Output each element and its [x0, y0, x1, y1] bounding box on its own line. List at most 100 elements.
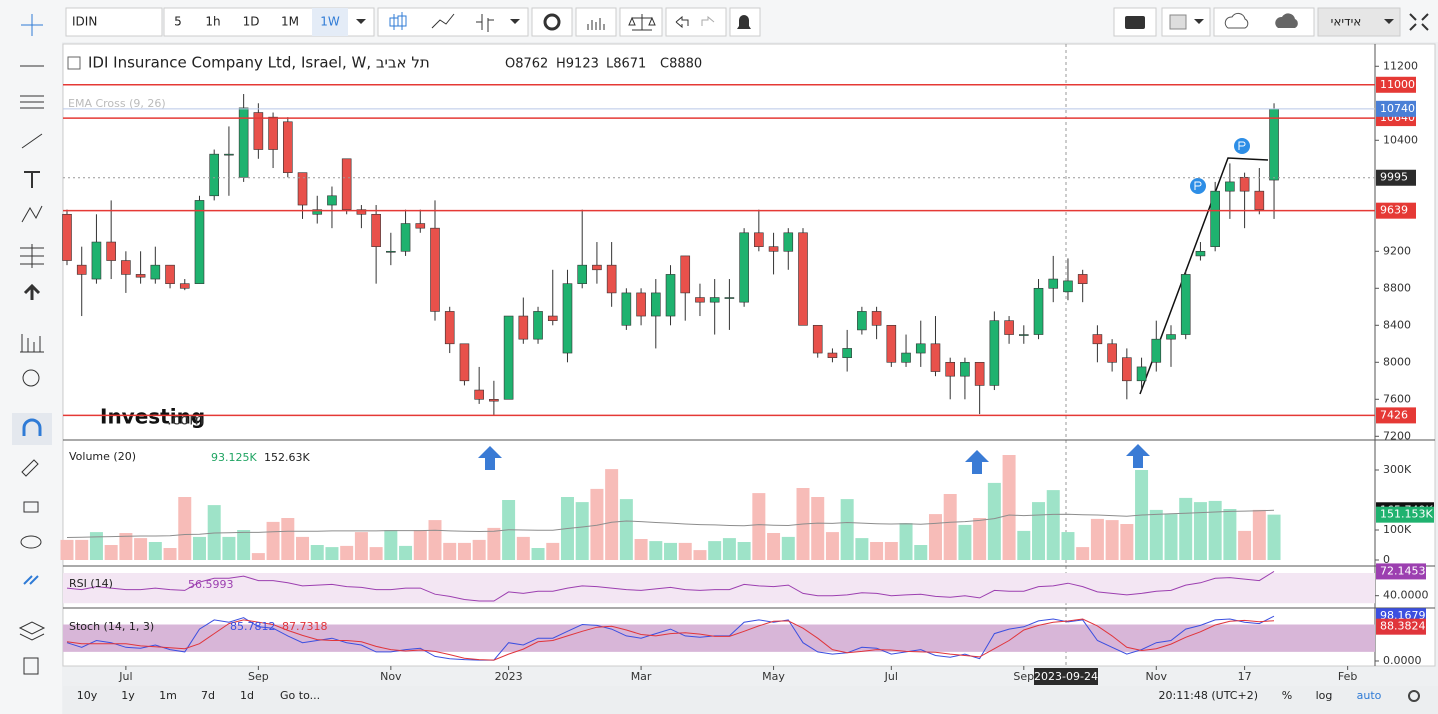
crosshair-tool[interactable] [21, 14, 43, 36]
interval[interactable]: 1W [320, 15, 340, 29]
lock-draw-tool[interactable] [21, 459, 39, 477]
language-button[interactable] [1317, 7, 1401, 37]
range-button[interactable]: 10y [77, 689, 98, 702]
compare-button[interactable] [619, 7, 663, 37]
candle-body [562, 283, 573, 354]
range-button[interactable]: 1m [159, 689, 177, 702]
range-button[interactable]: 7d [201, 689, 215, 702]
crosshair-date-box [1034, 668, 1098, 685]
cloud-buttons[interactable] [1213, 7, 1315, 37]
volume-bar [1238, 530, 1252, 560]
color-swatch [1169, 14, 1187, 30]
measure-tool[interactable] [20, 244, 44, 268]
arrow-tool[interactable] [23, 283, 41, 300]
area-icon[interactable] [431, 13, 455, 29]
candle-body [62, 213, 72, 261]
bar-icon[interactable] [476, 14, 494, 32]
stoch-d-legend: 87.7318 [282, 620, 328, 633]
candle-body [1004, 320, 1014, 335]
collapse-icon[interactable] [67, 56, 81, 70]
up-arrow-annotation [478, 446, 502, 470]
candle-body [606, 264, 617, 294]
candle-body [1122, 357, 1132, 382]
indicator-tool[interactable] [20, 334, 44, 353]
axis-label-box [1376, 407, 1416, 424]
candle-icon[interactable] [389, 12, 407, 30]
zoom-tool[interactable] [22, 369, 40, 387]
candle-body [1151, 338, 1162, 363]
undo-redo[interactable] [665, 7, 727, 37]
bell-icon [737, 15, 751, 29]
candle-body [1210, 190, 1220, 247]
x-tick-label: Mar [631, 670, 652, 683]
volume-bar [1193, 502, 1207, 560]
candle-body [680, 255, 691, 294]
symbol-box[interactable] [65, 7, 163, 37]
axis-label: 9639 [1380, 204, 1408, 217]
bottom-bar [63, 686, 1438, 714]
x-tick-label: Feb [1338, 670, 1357, 683]
scale-icon [628, 14, 656, 31]
volume-bar [619, 499, 633, 560]
axis-label: 7426 [1380, 408, 1408, 421]
axis-label-box [1376, 169, 1416, 186]
interval[interactable]: 1D [243, 15, 260, 29]
candle-body [312, 209, 323, 215]
text-tool[interactable] [24, 171, 40, 188]
eye-tool[interactable] [20, 535, 42, 549]
brush-tool[interactable] [21, 133, 43, 149]
symbol[interactable]: IDIN [72, 15, 97, 29]
dropdown-icon[interactable] [356, 19, 366, 24]
goto-button[interactable]: Go to... [280, 689, 320, 702]
candle-body [327, 195, 337, 206]
settings-button[interactable] [531, 7, 573, 37]
auto-toggle[interactable]: auto [1357, 689, 1382, 702]
candle-body [960, 361, 970, 377]
volume-bar [413, 530, 427, 560]
stoch-d-line [66, 618, 1275, 661]
y-tick-label: 8000 [1383, 355, 1411, 368]
axis-label-box [1376, 100, 1416, 117]
pattern-tool[interactable] [21, 205, 43, 223]
redo-icon [701, 15, 715, 26]
log-toggle[interactable]: log [1316, 689, 1333, 702]
magnet-tool[interactable] [22, 418, 42, 436]
candle-body [1195, 250, 1206, 257]
fib-tool[interactable] [20, 95, 44, 109]
volume-bar [487, 527, 501, 560]
x-tick-label: 2023 [495, 670, 523, 683]
percent-toggle[interactable]: % [1282, 689, 1292, 702]
fullscreen-icon[interactable] [1409, 13, 1429, 31]
language[interactable]: אידיאי [1331, 15, 1362, 29]
up-arrow-annotation [965, 450, 989, 474]
volume-bar [943, 494, 957, 560]
dropdown-icon[interactable] [510, 19, 520, 24]
lock-tool[interactable] [23, 501, 39, 513]
volume-bar [752, 493, 766, 560]
interval[interactable]: 1h [205, 15, 220, 29]
y-tick-label: 7600 [1383, 392, 1411, 405]
range-button[interactable]: 1y [121, 689, 135, 702]
volume-bar [1252, 509, 1266, 560]
settings-icon[interactable] [1408, 690, 1420, 702]
trend-line [1139, 157, 1269, 395]
trash-tool[interactable] [23, 657, 39, 675]
link-tool[interactable] [23, 575, 39, 585]
interval[interactable]: 5 [174, 15, 182, 29]
candle-body [695, 297, 705, 303]
interval-active [312, 8, 348, 36]
axis-label: 10740 [1380, 102, 1415, 115]
interval[interactable]: 1M [281, 15, 299, 29]
volume-bar [1076, 547, 1090, 560]
layers-tool[interactable] [18, 621, 46, 641]
volume-bar [325, 547, 339, 560]
axis-label-box [1376, 76, 1416, 93]
candle-body [739, 232, 749, 303]
range-button[interactable]: 1d [240, 689, 254, 702]
volume-bar [104, 545, 118, 560]
candle-body [871, 311, 882, 326]
indicator-icon [587, 18, 605, 30]
volume-ma-legend-value: 152.63K [264, 451, 310, 464]
volume-legend-value: 93.125K [211, 451, 257, 464]
y-tick-label: 10400 [1383, 133, 1418, 146]
